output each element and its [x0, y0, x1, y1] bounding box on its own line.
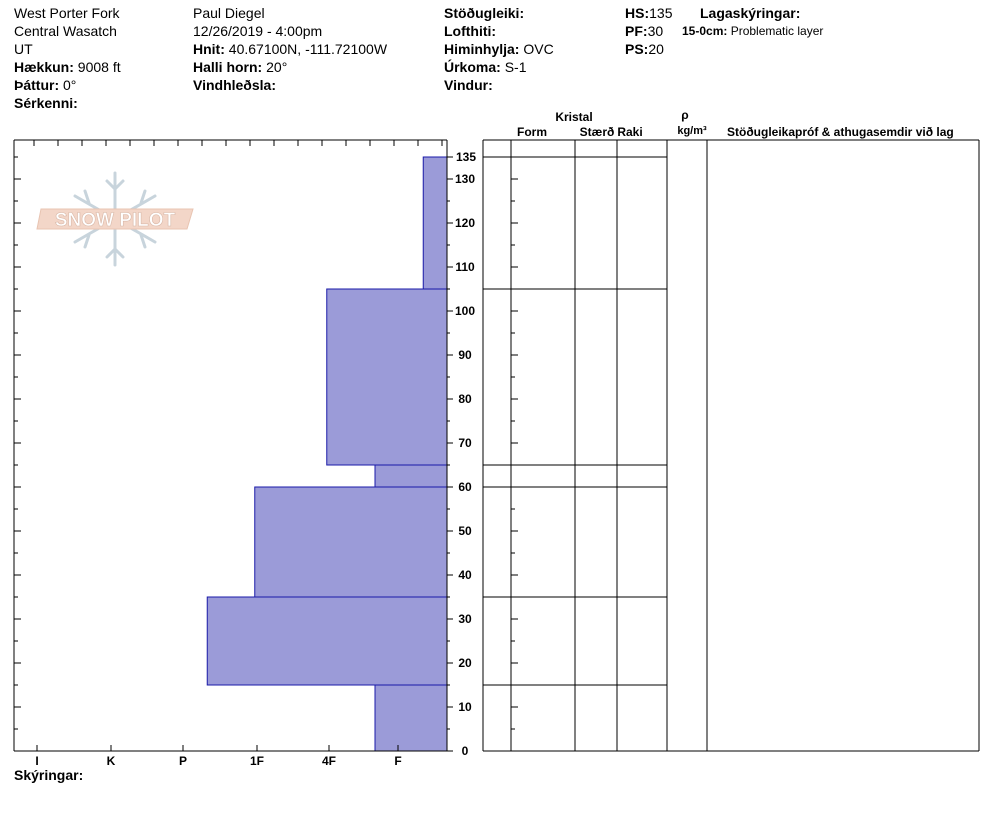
slope-angle-label: Halli horn: [193, 59, 263, 75]
hardness-layer-bar [206, 596, 448, 686]
height-axis-label: 130 [455, 172, 475, 186]
crystal-header: Kristal [555, 110, 592, 124]
height-axis-label: 0 [462, 744, 469, 758]
hardness-axis-label: 1F [250, 754, 264, 768]
hardness-axis-label: 4F [322, 754, 336, 768]
density-symbol-header: ρ [681, 108, 688, 122]
coordinates-row: Hnit: 40.67100N, -111.72100W [193, 40, 387, 58]
hs-value: 135 [649, 5, 673, 21]
snowpilot-logo: SNOW PILOT [36, 171, 194, 267]
pf-label: PF: [625, 23, 648, 39]
hardness-axis-label: K [107, 754, 116, 768]
aspect-label: Þáttur: [14, 77, 60, 93]
sky-cover-value: OVC [523, 41, 554, 57]
height-axis-label: 90 [458, 348, 472, 362]
hardness-layer-bar [374, 684, 448, 752]
height-axis-label: 30 [458, 612, 472, 626]
layer-note: 15-0cm: Problematic layer [682, 22, 823, 40]
slope-angle-row: Halli horn: 20° [193, 58, 287, 76]
height-axis-label: 135 [456, 150, 476, 164]
ps-label: PS: [625, 41, 649, 57]
height-axis-label: 10 [458, 700, 472, 714]
snowpilot-logo-text: SNOW PILOT [55, 210, 176, 231]
coordinates-label: Hnit: [193, 41, 225, 57]
hardness-layer-bar [254, 486, 448, 598]
moisture-header: Raki [617, 125, 642, 139]
notes-label: Skýringar: [14, 767, 84, 783]
state: UT [14, 41, 33, 57]
hardness-axis-label: P [179, 754, 187, 768]
features-label: Sérkenni: [14, 95, 78, 111]
height-axis-label: 50 [458, 524, 472, 538]
sky-cover-label: Himinhylja: [444, 41, 520, 57]
pf-value: 30 [647, 23, 664, 39]
hs-row: HS:135 [625, 4, 672, 22]
elevation-row: Hækkun: 9008 ft [14, 58, 121, 76]
sky-cover-row: Himinhylja: OVC [444, 40, 554, 58]
height-axis-label: 110 [455, 260, 475, 274]
height-axis-label: 60 [458, 480, 472, 494]
ps-row: PS:20 [625, 40, 664, 58]
height-axis-label: 100 [455, 304, 475, 318]
height-axis-label: 80 [458, 392, 472, 406]
layer-note-range: 15-0cm: [682, 24, 728, 38]
precipitation-label: Úrkoma: [444, 59, 501, 75]
height-axis-label: 20 [458, 656, 472, 670]
hs-label: HS: [625, 5, 650, 21]
ps-value: 20 [648, 41, 664, 57]
mountain-range: Central Wasatch [14, 23, 117, 39]
layer-note-text: Problematic layer [730, 24, 824, 38]
pf-row: PF:30 [625, 22, 663, 40]
hardness-layer-bar [374, 464, 448, 488]
height-axis-label: 70 [458, 436, 472, 450]
observer-name: Paul Diegel [193, 5, 265, 21]
layer-notes-title: Lagaskýringar: [700, 5, 801, 21]
hardness-layer-bar [326, 288, 448, 466]
size-header: Stærð [580, 125, 615, 139]
density-unit-header: kg/m³ [677, 125, 707, 137]
form-header: Form [517, 125, 547, 139]
stability-tests-header: Stöðugleikapróf & athugasemdir við lag [727, 125, 954, 139]
location-name: West Porter Fork [14, 5, 120, 21]
hardness-axis-label: I [35, 754, 38, 768]
precipitation-value: S-1 [504, 59, 527, 75]
aspect-value: 0° [63, 77, 77, 93]
aspect-row: Þáttur: 0° [14, 76, 76, 94]
observation-datetime: 12/26/2019 - 4:00pm [193, 23, 323, 39]
wind-loading-label: Vindhleðsla: [193, 77, 276, 93]
elevation-label: Hækkun: [14, 59, 74, 75]
hardness-axis-label: F [394, 754, 401, 768]
precipitation-row: Úrkoma: S-1 [444, 58, 526, 76]
air-temperature-label: Lofthiti: [444, 23, 497, 39]
elevation-value: 9008 ft [77, 59, 121, 75]
coordinates-value: 40.67100N, -111.72100W [228, 41, 388, 57]
slope-angle-value: 20° [266, 59, 288, 75]
height-axis-label: 120 [455, 216, 475, 230]
wind-label: Vindur: [444, 77, 493, 93]
hardness-layer-bar [422, 156, 448, 290]
height-axis-label: 40 [458, 568, 472, 582]
stability-label: Stöðugleiki: [444, 5, 525, 21]
